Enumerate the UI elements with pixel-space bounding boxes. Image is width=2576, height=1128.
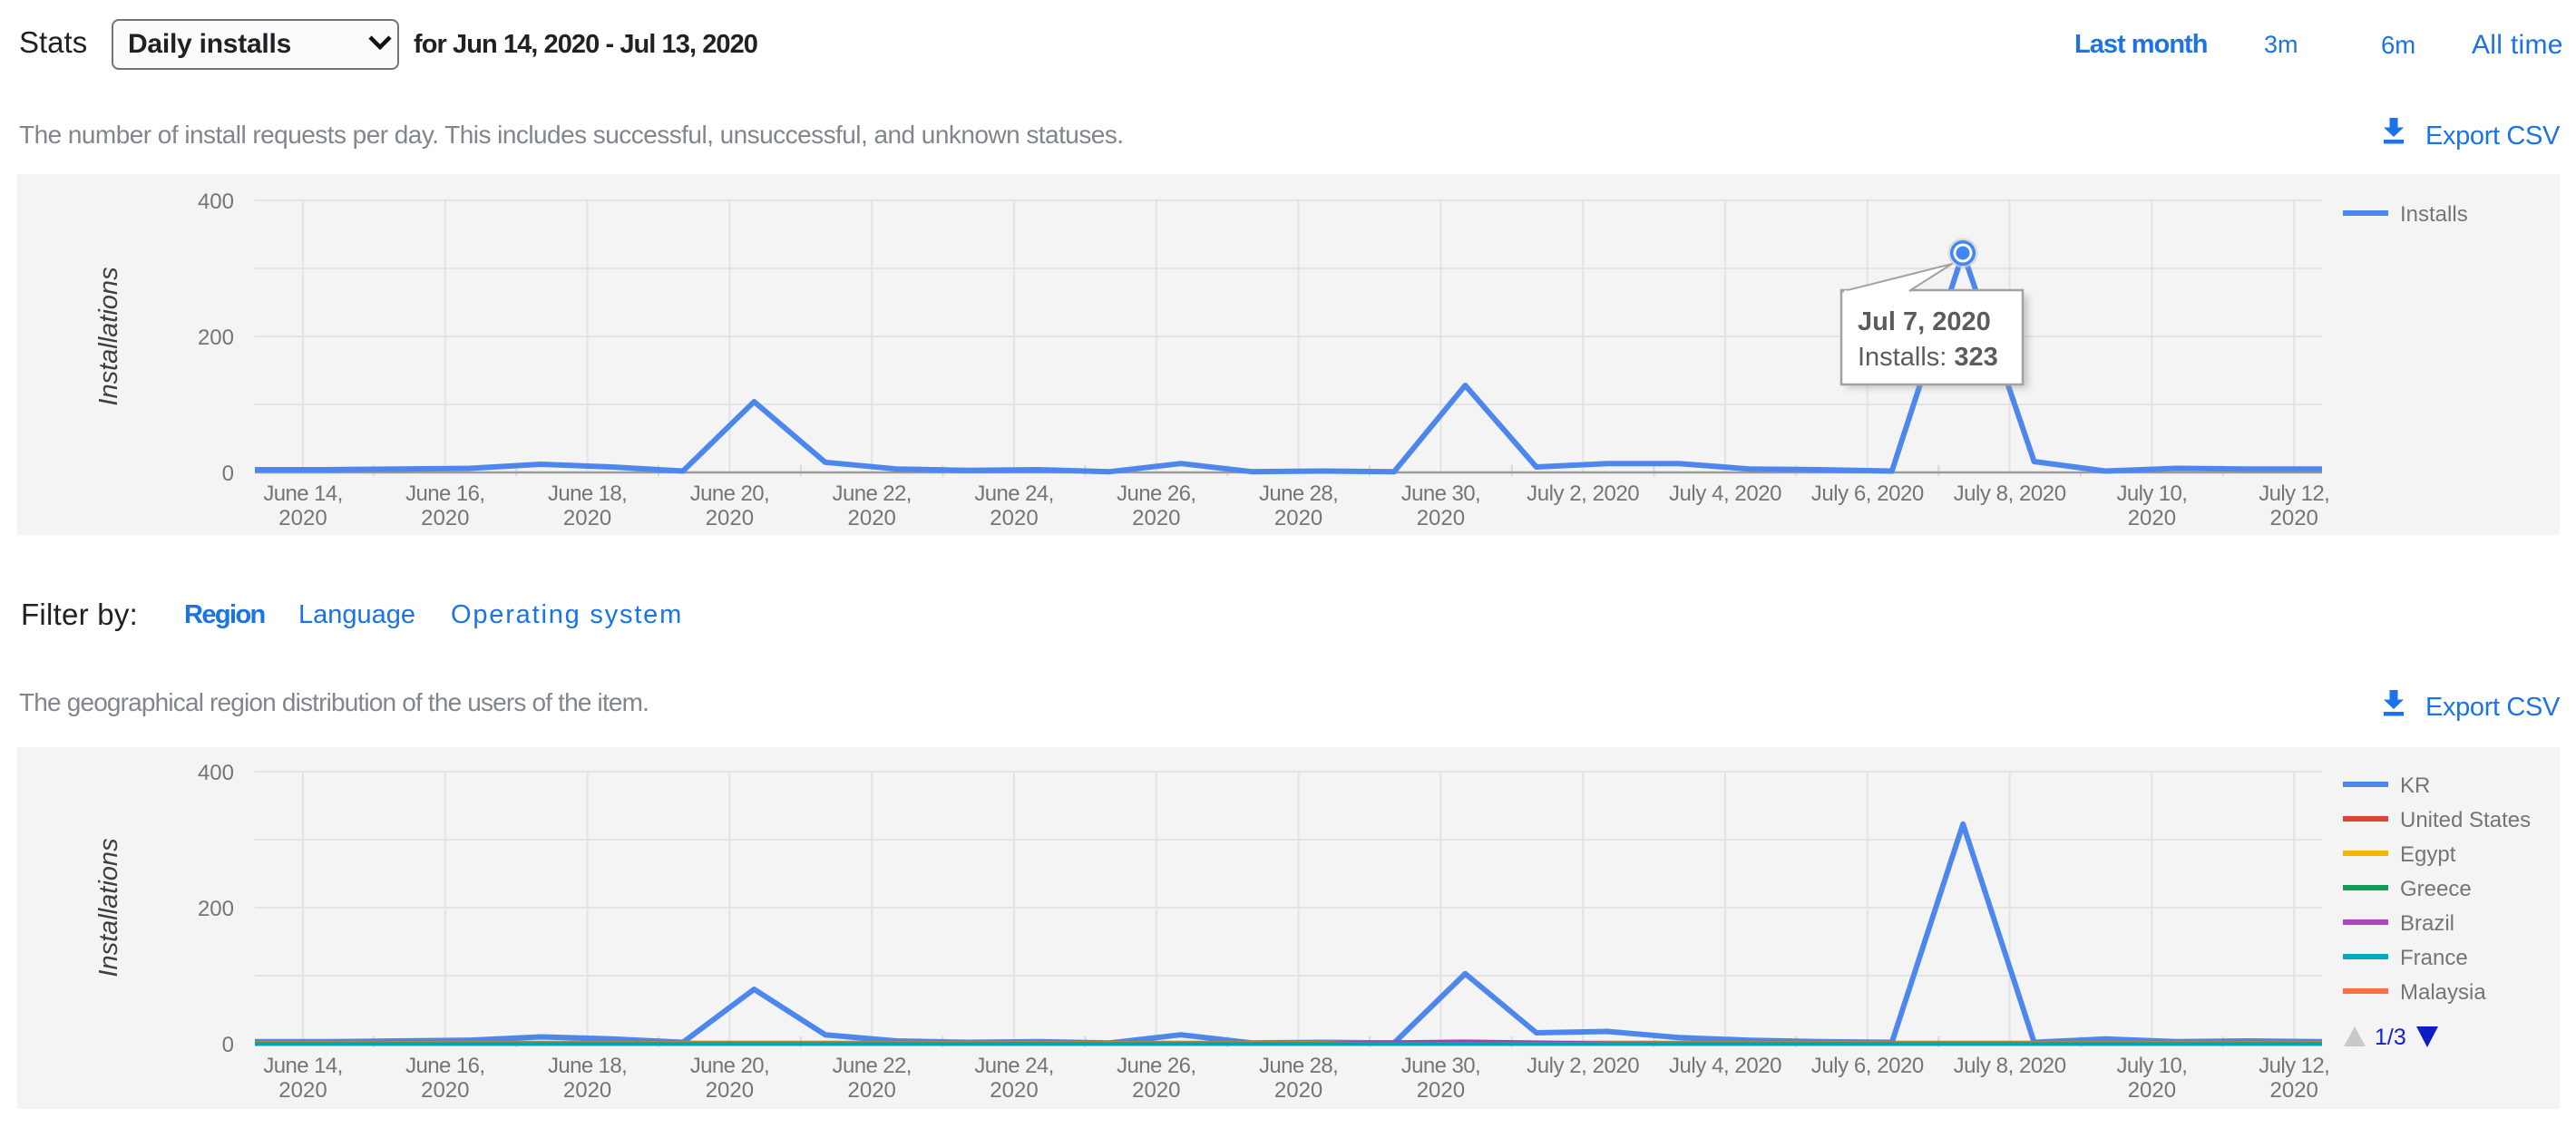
svg-text:2020: 2020 xyxy=(2128,506,2176,530)
svg-text:July 10,: July 10, xyxy=(2116,1054,2187,1078)
svg-text:June 24,: June 24, xyxy=(974,1054,1053,1078)
svg-text:2020: 2020 xyxy=(278,1078,327,1103)
svg-text:2020: 2020 xyxy=(421,1078,469,1103)
svg-text:2020: 2020 xyxy=(1132,506,1180,530)
svg-text:July 8, 2020: July 8, 2020 xyxy=(1954,1054,2066,1078)
svg-text:June 16,: June 16, xyxy=(405,481,484,506)
svg-text:France: France xyxy=(2400,946,2468,970)
svg-text:June 26,: June 26, xyxy=(1117,1054,1195,1078)
svg-text:2020: 2020 xyxy=(563,1078,611,1103)
svg-text:July 10,: July 10, xyxy=(2116,481,2187,506)
svg-text:2020: 2020 xyxy=(1132,1078,1180,1103)
svg-text:June 16,: June 16, xyxy=(405,1054,484,1078)
svg-text:Installs: Installs xyxy=(2400,202,2468,227)
svg-text:Installations: Installations xyxy=(94,267,123,405)
svg-text:2020: 2020 xyxy=(1274,1078,1322,1103)
svg-text:Greece: Greece xyxy=(2400,877,2472,901)
svg-text:June 18,: June 18, xyxy=(548,481,627,506)
svg-text:KR: KR xyxy=(2400,773,2430,798)
svg-text:2020: 2020 xyxy=(706,1078,754,1103)
svg-text:2020: 2020 xyxy=(1274,506,1322,530)
svg-text:2020: 2020 xyxy=(706,506,754,530)
svg-text:2020: 2020 xyxy=(2270,1078,2318,1103)
svg-text:Installs: 323: Installs: 323 xyxy=(1858,343,1998,372)
svg-text:June 14,: June 14, xyxy=(263,481,342,506)
svg-text:2020: 2020 xyxy=(563,506,611,530)
svg-text:0: 0 xyxy=(222,462,234,486)
svg-text:2020: 2020 xyxy=(848,506,896,530)
svg-text:Malaysia: Malaysia xyxy=(2400,980,2486,1005)
svg-text:400: 400 xyxy=(198,761,234,785)
svg-text:2020: 2020 xyxy=(1417,506,1465,530)
svg-text:0: 0 xyxy=(222,1033,234,1057)
svg-text:200: 200 xyxy=(198,326,234,350)
svg-text:July 6, 2020: July 6, 2020 xyxy=(1811,481,1924,506)
svg-text:2020: 2020 xyxy=(421,506,469,530)
svg-text:United States: United States xyxy=(2400,808,2531,832)
svg-text:July 12,: July 12, xyxy=(2259,481,2329,506)
svg-text:June 30,: June 30, xyxy=(1401,1054,1480,1078)
svg-text:Jul 7, 2020: Jul 7, 2020 xyxy=(1858,307,1991,336)
svg-text:June 14,: June 14, xyxy=(263,1054,342,1078)
svg-text:2020: 2020 xyxy=(1417,1078,1465,1103)
svg-text:Installations: Installations xyxy=(94,838,123,977)
svg-text:June 20,: June 20, xyxy=(690,1054,769,1078)
svg-text:June 26,: June 26, xyxy=(1117,481,1195,506)
svg-text:June 30,: June 30, xyxy=(1401,481,1480,506)
svg-text:1/3: 1/3 xyxy=(2375,1025,2406,1050)
svg-text:July 2, 2020: July 2, 2020 xyxy=(1527,1054,1639,1078)
svg-text:June 20,: June 20, xyxy=(690,481,769,506)
svg-text:2020: 2020 xyxy=(990,506,1038,530)
svg-text:July 8, 2020: July 8, 2020 xyxy=(1954,481,2066,506)
svg-text:400: 400 xyxy=(198,190,234,214)
svg-text:June 24,: June 24, xyxy=(974,481,1053,506)
svg-text:July 2, 2020: July 2, 2020 xyxy=(1527,481,1639,506)
svg-text:July 4, 2020: July 4, 2020 xyxy=(1669,481,1781,506)
svg-text:2020: 2020 xyxy=(848,1078,896,1103)
svg-text:200: 200 xyxy=(198,897,234,921)
svg-text:July 6, 2020: July 6, 2020 xyxy=(1811,1054,1924,1078)
svg-text:June 28,: June 28, xyxy=(1259,481,1338,506)
svg-text:June 22,: June 22, xyxy=(833,481,912,506)
svg-text:Egypt: Egypt xyxy=(2400,842,2456,867)
svg-text:2020: 2020 xyxy=(278,506,327,530)
svg-text:July 12,: July 12, xyxy=(2259,1054,2329,1078)
svg-text:2020: 2020 xyxy=(2128,1078,2176,1103)
svg-text:2020: 2020 xyxy=(2270,506,2318,530)
svg-text:July 4, 2020: July 4, 2020 xyxy=(1669,1054,1781,1078)
svg-text:Brazil: Brazil xyxy=(2400,911,2454,936)
svg-text:June 18,: June 18, xyxy=(548,1054,627,1078)
svg-text:2020: 2020 xyxy=(990,1078,1038,1103)
svg-text:June 22,: June 22, xyxy=(833,1054,912,1078)
svg-text:June 28,: June 28, xyxy=(1259,1054,1338,1078)
